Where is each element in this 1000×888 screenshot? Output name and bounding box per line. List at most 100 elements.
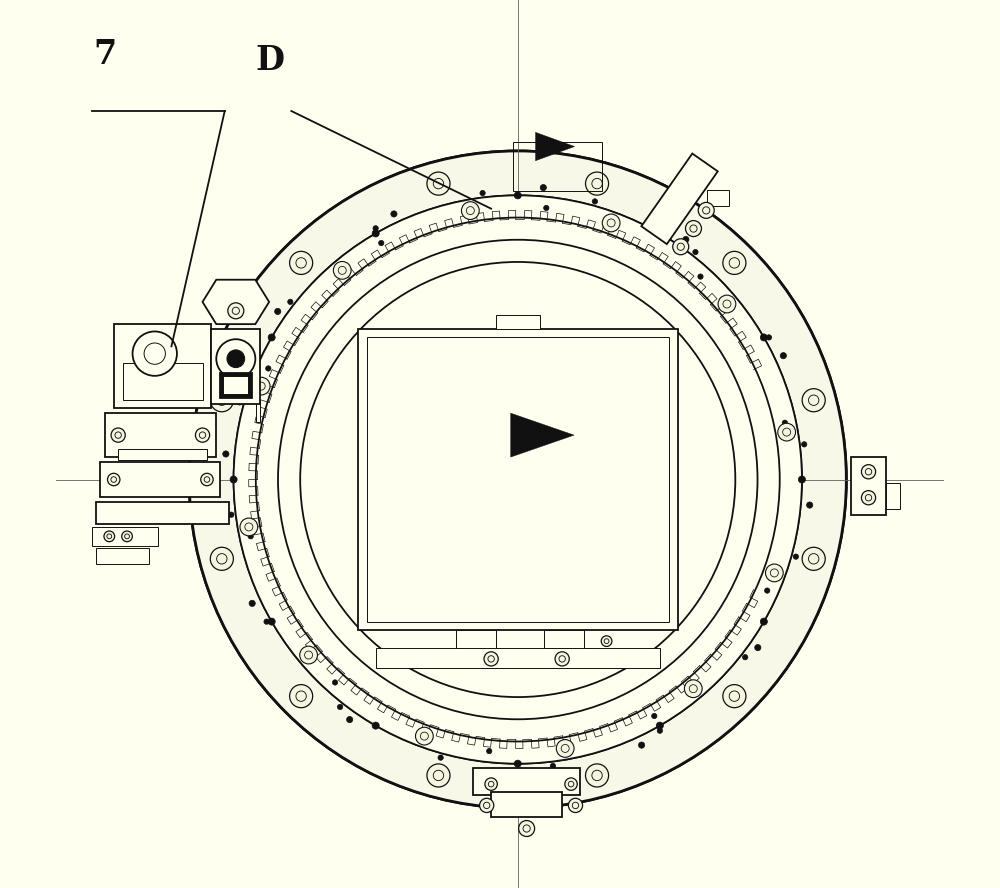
Circle shape xyxy=(656,722,663,729)
Circle shape xyxy=(556,740,574,757)
Circle shape xyxy=(755,645,761,651)
Circle shape xyxy=(861,464,876,479)
Circle shape xyxy=(210,547,233,570)
Circle shape xyxy=(766,335,772,340)
Circle shape xyxy=(698,274,703,279)
Circle shape xyxy=(256,218,780,741)
Bar xyxy=(513,142,602,191)
Circle shape xyxy=(760,334,767,341)
Circle shape xyxy=(300,262,735,697)
Circle shape xyxy=(602,214,620,232)
Bar xyxy=(123,363,203,400)
Circle shape xyxy=(111,428,125,442)
Bar xyxy=(707,190,729,206)
Circle shape xyxy=(300,646,317,664)
Circle shape xyxy=(652,713,657,718)
Bar xyxy=(886,483,900,510)
Circle shape xyxy=(723,685,746,708)
Circle shape xyxy=(550,764,556,769)
Circle shape xyxy=(760,618,767,625)
Bar xyxy=(256,400,260,422)
Text: D: D xyxy=(256,44,285,77)
Circle shape xyxy=(480,798,494,813)
Circle shape xyxy=(240,518,258,535)
Circle shape xyxy=(372,722,379,729)
Circle shape xyxy=(201,473,213,486)
Circle shape xyxy=(228,303,244,319)
Bar xyxy=(220,373,252,398)
Circle shape xyxy=(586,764,609,787)
Bar xyxy=(118,449,207,460)
Circle shape xyxy=(765,588,770,593)
Circle shape xyxy=(278,240,758,719)
Circle shape xyxy=(268,618,275,625)
Polygon shape xyxy=(203,280,269,324)
Circle shape xyxy=(656,230,663,237)
Circle shape xyxy=(565,778,577,790)
Circle shape xyxy=(264,619,269,624)
Bar xyxy=(211,329,260,404)
Bar xyxy=(100,462,220,497)
Circle shape xyxy=(673,239,689,255)
Bar xyxy=(367,337,669,622)
Circle shape xyxy=(248,534,253,539)
Circle shape xyxy=(337,704,343,710)
Polygon shape xyxy=(536,132,575,161)
Circle shape xyxy=(372,230,379,237)
Circle shape xyxy=(723,251,746,274)
Circle shape xyxy=(133,331,177,376)
Circle shape xyxy=(237,400,242,405)
Bar xyxy=(376,648,660,668)
Circle shape xyxy=(487,749,492,754)
Circle shape xyxy=(657,728,663,733)
Circle shape xyxy=(780,353,786,359)
Circle shape xyxy=(290,251,313,274)
Circle shape xyxy=(427,764,450,787)
Circle shape xyxy=(480,190,485,195)
Circle shape xyxy=(765,564,783,582)
Bar xyxy=(96,502,229,524)
Circle shape xyxy=(601,636,612,646)
Circle shape xyxy=(514,760,521,767)
Circle shape xyxy=(555,652,569,666)
Bar xyxy=(114,324,211,408)
Circle shape xyxy=(782,420,788,425)
Bar xyxy=(641,154,718,244)
Circle shape xyxy=(347,717,353,723)
Circle shape xyxy=(223,451,229,457)
Bar xyxy=(96,548,149,564)
Circle shape xyxy=(519,821,535,836)
Circle shape xyxy=(592,199,598,204)
Circle shape xyxy=(798,476,805,483)
Circle shape xyxy=(252,377,270,395)
Circle shape xyxy=(427,172,450,195)
Circle shape xyxy=(693,250,698,255)
Circle shape xyxy=(268,334,275,341)
Circle shape xyxy=(802,389,825,412)
Circle shape xyxy=(333,261,351,279)
Bar xyxy=(473,768,580,795)
Circle shape xyxy=(104,531,115,542)
Circle shape xyxy=(189,151,846,808)
Circle shape xyxy=(216,339,255,378)
Bar xyxy=(223,377,248,394)
Circle shape xyxy=(438,755,443,760)
Circle shape xyxy=(540,185,546,191)
Circle shape xyxy=(379,241,384,246)
Circle shape xyxy=(229,512,234,518)
Circle shape xyxy=(718,295,736,313)
Circle shape xyxy=(288,299,293,305)
Circle shape xyxy=(195,428,210,442)
Circle shape xyxy=(227,350,245,368)
Circle shape xyxy=(802,441,807,447)
Circle shape xyxy=(802,547,825,570)
Bar xyxy=(358,329,678,630)
Circle shape xyxy=(638,742,645,749)
Circle shape xyxy=(189,151,846,808)
Circle shape xyxy=(461,202,479,219)
Polygon shape xyxy=(511,413,574,457)
Circle shape xyxy=(234,195,802,764)
Bar xyxy=(544,630,584,650)
Circle shape xyxy=(861,490,876,504)
Circle shape xyxy=(275,308,281,314)
